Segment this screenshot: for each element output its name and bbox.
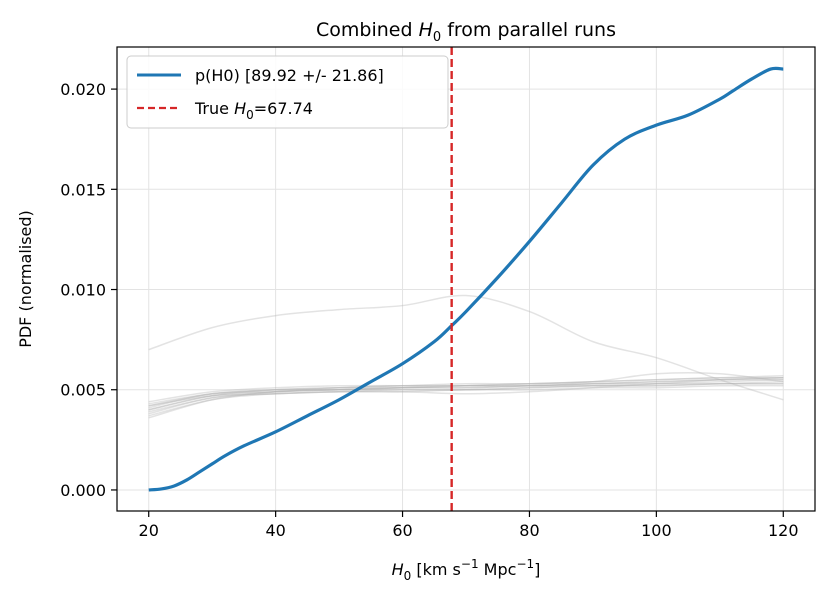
x-tick-label: 80 [519, 521, 539, 540]
background-run-line-7 [148, 382, 784, 405]
background-run-line-2 [148, 374, 784, 419]
background-run-line-1 [148, 294, 784, 401]
x-tick-label: 120 [768, 521, 799, 540]
background-run-line-12 [148, 378, 784, 411]
x-tick-label: 100 [641, 521, 672, 540]
background-run-line-6 [148, 384, 784, 407]
y-tick-label: 0.005 [60, 381, 106, 400]
background-run-line-5 [148, 380, 784, 409]
x-tick-label: 40 [265, 521, 285, 540]
main-series [148, 66, 784, 492]
legend: p(H0) [89.92 +/- 21.86] True H0=67.74 [126, 55, 449, 129]
legend-label-true-h0: True H0=67.74 [194, 99, 313, 122]
x-axis-label: H0 [km s−1 Mpc−1] [392, 557, 541, 583]
background-runs [148, 294, 784, 419]
background-run-line-8 [148, 376, 784, 413]
background-run-line-3 [148, 378, 784, 415]
plot-frame [116, 46, 816, 512]
background-run-line-9 [148, 382, 784, 403]
x-tick-label: 60 [392, 521, 412, 540]
background-run-line-4 [148, 376, 784, 411]
y-axis-ticks: 0.000 0.005 0.010 0.015 0.020 [60, 80, 117, 500]
y-tick-label: 0.000 [60, 481, 106, 500]
x-tick-label: 20 [139, 521, 159, 540]
series-line-posterior [148, 66, 784, 492]
background-run-line-10 [148, 376, 784, 417]
y-tick-label: 0.015 [60, 180, 106, 199]
legend-label-main: p(H0) [89.92 +/- 21.86] [195, 66, 384, 85]
y-tick-label: 0.010 [60, 281, 106, 300]
y-tick-label: 0.020 [60, 80, 106, 99]
legend-box [126, 55, 449, 129]
y-axis-label: PDF (normalised) [16, 210, 35, 348]
background-run-line-11 [148, 371, 784, 407]
chart-title: Combined H0 from parallel runs [316, 19, 616, 45]
x-axis-ticks: 20 40 60 80 100 120 [139, 511, 799, 540]
